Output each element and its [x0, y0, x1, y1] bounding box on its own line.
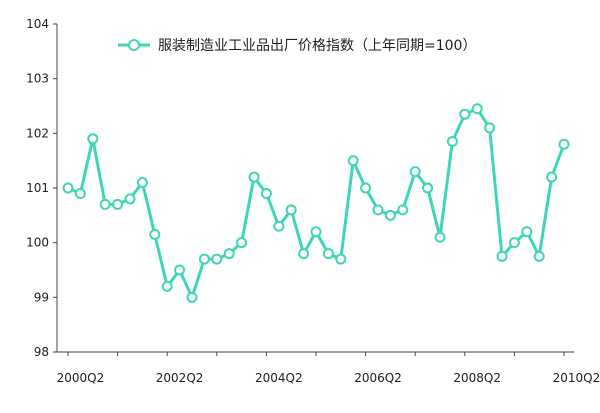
data-point: [459, 108, 471, 120]
legend-label: 服装制造业工业品出厂价格指数（上年同期=100）: [158, 38, 476, 54]
data-point: [471, 103, 483, 115]
data-point: [521, 226, 533, 238]
data-point: [285, 204, 297, 216]
data-point: [112, 198, 124, 210]
data-point: [149, 228, 161, 240]
data-point: [74, 187, 86, 199]
data-point: [322, 248, 334, 260]
y-axis-ticks: 98 99 100 101 102 103 104: [26, 17, 57, 359]
legend-marker: [128, 39, 140, 51]
data-point: [384, 209, 396, 221]
data-point: [409, 166, 421, 178]
data-point: [434, 231, 446, 243]
data-point: [248, 171, 260, 183]
series-line: [67, 107, 566, 299]
x-axis-ticks: 2000Q2 2002Q2 2004Q2 2006Q2 2008Q2 2010Q2: [57, 352, 600, 385]
series-layer: [62, 103, 570, 303]
data-point: [347, 155, 359, 167]
y-tick-label: 100: [26, 236, 49, 250]
y-tick-label: 102: [26, 126, 49, 140]
data-point: [223, 248, 235, 260]
x-tick-label: 2010Q2: [553, 371, 600, 385]
data-point: [174, 264, 186, 276]
y-tick-label: 98: [34, 345, 49, 359]
data-point: [273, 220, 285, 232]
legend: 服装制造业工业品出厂价格指数（上年同期=100）: [118, 38, 476, 54]
data-point: [62, 182, 74, 194]
data-point: [508, 237, 520, 249]
data-point: [546, 171, 558, 183]
data-point: [87, 133, 99, 145]
data-point: [558, 138, 570, 150]
x-tick-label: 2000Q2: [57, 371, 105, 385]
data-point: [484, 122, 496, 134]
data-point: [260, 187, 272, 199]
data-point: [211, 253, 223, 265]
data-point: [422, 182, 434, 194]
y-tick-label: 104: [26, 17, 49, 31]
data-point: [99, 198, 111, 210]
data-point: [136, 177, 148, 189]
data-point: [124, 193, 136, 205]
data-point: [298, 248, 310, 260]
data-point: [446, 136, 458, 148]
x-tick-label: 2008Q2: [453, 371, 501, 385]
y-tick-label: 99: [34, 290, 49, 304]
data-point: [496, 250, 508, 262]
y-tick-label: 101: [26, 181, 49, 195]
data-point: [360, 182, 372, 194]
data-point: [310, 226, 322, 238]
data-point: [372, 204, 384, 216]
data-point: [236, 237, 248, 249]
x-tick-label: 2002Q2: [156, 371, 204, 385]
data-point: [161, 280, 173, 292]
data-point: [397, 204, 409, 216]
y-tick-label: 103: [26, 72, 49, 86]
x-tick-label: 2006Q2: [354, 371, 402, 385]
data-point: [198, 253, 210, 265]
x-tick-label: 2004Q2: [255, 371, 303, 385]
data-point: [186, 291, 198, 303]
data-point: [335, 253, 347, 265]
data-point: [533, 250, 545, 262]
